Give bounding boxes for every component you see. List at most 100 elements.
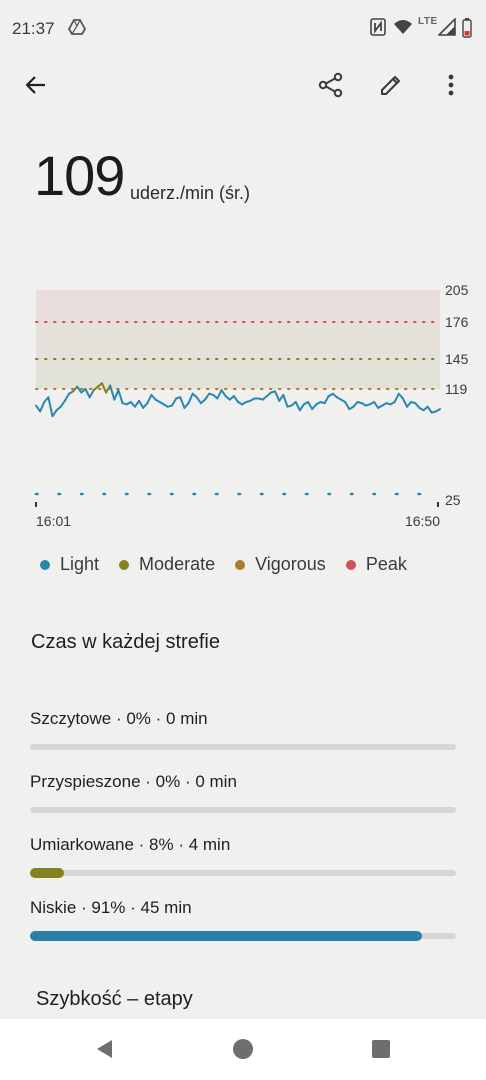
zone-peak-track <box>30 744 456 750</box>
hr-line-segment <box>113 389 120 401</box>
nav-recents-button[interactable] <box>366 1036 396 1066</box>
zone-vigorous: Przyspieszone · 0% · 0 min <box>30 772 456 813</box>
hr-line-segment <box>109 384 116 401</box>
hr-line-segment <box>84 388 91 399</box>
y-tick-label-25: 25 <box>445 492 461 508</box>
hr-line-segment <box>232 395 239 403</box>
hr-line-segment <box>183 402 190 409</box>
circle-home-icon <box>232 1038 254 1065</box>
zone-light-label: Niskie · 91% · 45 min <box>30 898 192 917</box>
back-button[interactable] <box>14 65 58 109</box>
hr-line-segment <box>100 382 108 394</box>
share-button[interactable] <box>309 65 353 109</box>
legend-item-peak: Peak <box>345 554 407 575</box>
hr-line-segment <box>35 404 42 413</box>
nav-home-button[interactable] <box>228 1036 258 1066</box>
y-tick-label-176: 176 <box>445 314 469 330</box>
hr-line-segment <box>187 392 194 405</box>
vigorous-zone-band <box>36 322 440 359</box>
zone-light: Niskie · 91% · 45 min <box>30 898 456 941</box>
hr-line-segment <box>216 389 223 400</box>
hr-line-segment <box>129 400 136 408</box>
hr-line-segment <box>344 400 351 411</box>
legend-dot-peak <box>345 559 356 570</box>
share-icon <box>318 72 344 103</box>
system-nav-bar <box>0 1019 486 1080</box>
zones-section-title: Czas w każdej strefie <box>31 631 220 653</box>
legend-dot-light <box>40 559 50 570</box>
battery-icon <box>462 18 472 43</box>
hr-line-segment <box>323 395 330 405</box>
average-heart-rate-unit: uderz./min (śr.) <box>130 183 251 203</box>
x-tick-label-start: 16:01 <box>36 513 71 529</box>
more-options-button[interactable] <box>429 65 473 109</box>
hr-line-segment <box>282 393 289 408</box>
hr-line-segment <box>414 402 421 409</box>
lte-label: LTE <box>418 16 438 27</box>
hr-line-segment <box>406 400 413 408</box>
hr-line-segment <box>138 399 145 409</box>
hr-line-segment <box>63 392 70 402</box>
hr-line-segment <box>39 400 46 413</box>
drive-icon <box>67 18 87 41</box>
edit-button[interactable] <box>369 65 413 109</box>
legend-item-light: Light <box>40 554 99 575</box>
legend-item-moderate: Moderate <box>119 554 215 575</box>
more-vert-icon <box>448 74 454 101</box>
hr-line-segment <box>59 399 66 408</box>
nav-back-button[interactable] <box>90 1036 120 1066</box>
legend-item-vigorous: Vigorous <box>235 554 326 575</box>
status-bar: 21:37 LTE <box>0 0 486 58</box>
hr-line-segment <box>76 385 83 394</box>
x-tick-label-end: 16:50 <box>405 513 440 529</box>
zone-peak-label: Szczytowe · 0% · 0 min <box>30 709 208 728</box>
zone-moderate: Umiarkowane · 8% · 4 min <box>30 835 456 878</box>
app-bar <box>0 60 486 116</box>
zone-moderate-track <box>30 868 456 878</box>
zone-vigorous-label: Przyspieszone · 0% · 0 min <box>30 772 237 791</box>
hr-line-segment <box>426 405 433 414</box>
hr-line-segment <box>47 396 54 418</box>
hr-line-segment <box>195 396 202 405</box>
hr-line-segment <box>88 389 95 399</box>
legend-dot-moderate <box>119 559 130 570</box>
hr-line-segment <box>401 397 409 408</box>
heart-rate-chart: 205 176 145 119 25 16:01 16:50 <box>34 282 469 529</box>
nfc-icon <box>370 18 386 41</box>
hr-line-segment <box>204 392 211 401</box>
zone-peak: Szczytowe · 0% · 0 min <box>30 709 456 750</box>
square-recents-icon <box>371 1039 391 1064</box>
hr-line-segment <box>142 402 149 409</box>
arrow-back-icon <box>24 73 48 102</box>
hr-line-segment <box>294 400 301 412</box>
hr-line-segment <box>274 390 281 402</box>
y-tick-label-145: 145 <box>445 351 469 367</box>
legend-label-light: Light <box>60 554 100 574</box>
hr-line-segment <box>146 393 153 405</box>
hr-line-segment <box>298 403 305 412</box>
average-heart-rate-value: 109 <box>34 144 125 207</box>
chart-legend: Light Moderate Vigorous Peak <box>40 554 427 575</box>
hr-line-segment <box>72 385 79 393</box>
zone-moderate-label: Umiarkowane · 8% · 4 min <box>30 835 231 854</box>
zone-light-fill <box>30 931 422 941</box>
hr-line-segment <box>51 409 58 418</box>
hr-line-segment <box>307 400 314 411</box>
hr-line-segment <box>220 389 227 398</box>
wifi-icon <box>393 18 413 41</box>
triangle-back-icon <box>94 1038 116 1065</box>
hr-line-segment <box>133 399 141 408</box>
moderate-zone-band <box>36 359 440 389</box>
peak-zone-band <box>36 290 440 322</box>
hr-line-segment <box>311 403 318 411</box>
legend-label-moderate: Moderate <box>139 554 216 574</box>
zone-vigorous-track <box>30 807 456 813</box>
y-tick-label-205: 205 <box>445 282 469 298</box>
hr-line-segment <box>150 393 157 401</box>
hr-line-segment <box>179 396 186 409</box>
signal-icon <box>437 17 456 41</box>
status-time: 21:37 <box>12 19 55 38</box>
legend-label-peak: Peak <box>365 554 407 574</box>
hr-line-segment <box>373 400 380 409</box>
legend-dot-vigorous <box>235 559 246 570</box>
